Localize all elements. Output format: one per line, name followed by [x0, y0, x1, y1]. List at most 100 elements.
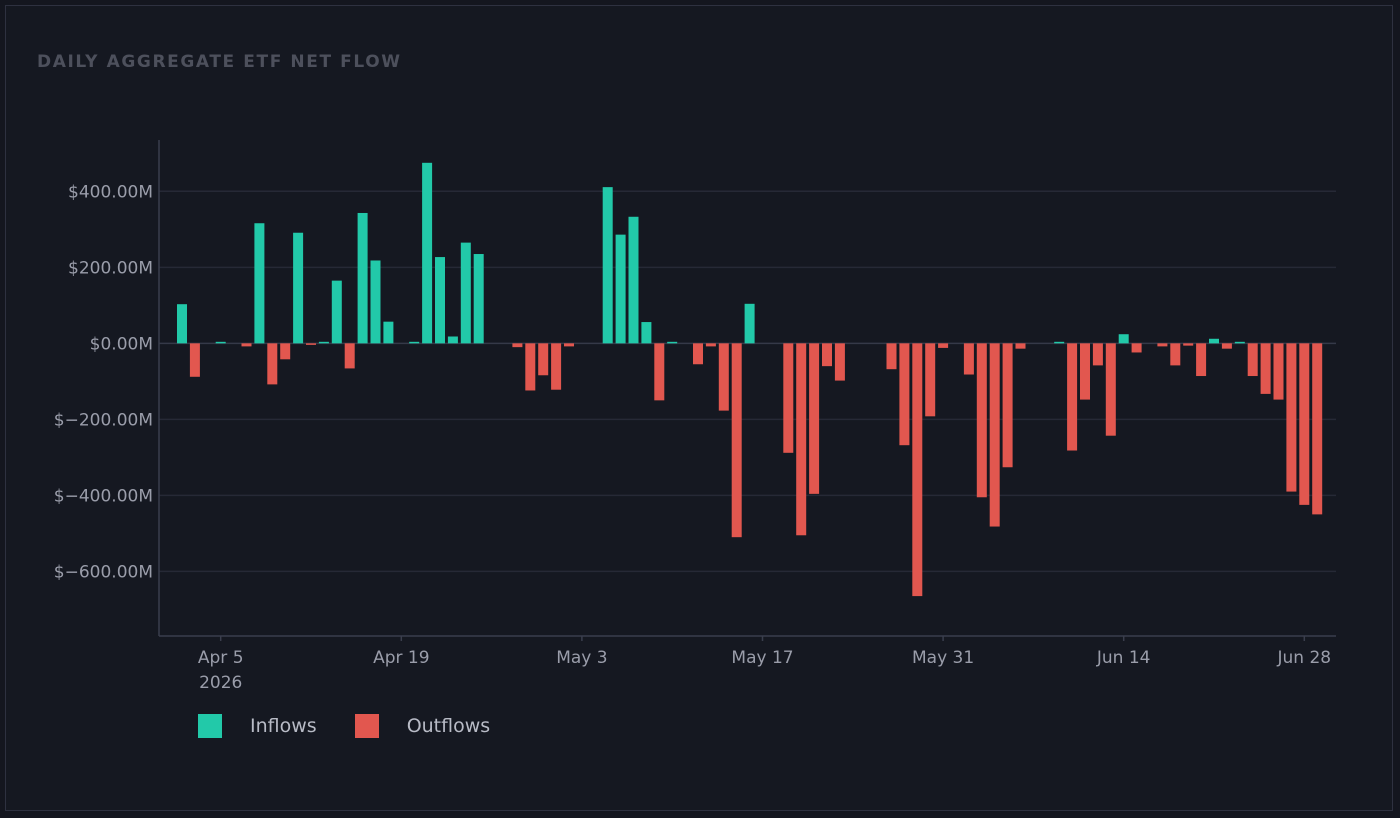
bars [177, 162, 1323, 597]
inflow-bar[interactable] [318, 341, 329, 344]
y-tick-label: $−200.00M [54, 410, 153, 430]
outflow-bar[interactable] [1170, 343, 1181, 366]
outflow-bar[interactable] [989, 343, 1000, 527]
outflow-bar[interactable] [783, 343, 794, 453]
inflow-bar[interactable] [1209, 338, 1219, 344]
outflow-bar[interactable] [1067, 343, 1078, 451]
y-tick-label: $400.00M [68, 182, 153, 202]
x-tick-label: Jun 14 [1096, 648, 1151, 668]
outflow-bar[interactable] [1196, 343, 1207, 377]
x-tick-label: May 17 [731, 648, 793, 668]
inflow-bar[interactable] [409, 341, 420, 344]
outflow-bar[interactable] [693, 343, 703, 365]
outflow-bar[interactable] [731, 343, 742, 538]
x-tick-year-label: 2026 [199, 673, 242, 693]
outflow-bar[interactable] [189, 343, 200, 377]
outflow-bar[interactable] [899, 343, 910, 446]
inflow-bar[interactable] [744, 303, 755, 344]
outflow-bar[interactable] [718, 343, 729, 411]
inflow-bar[interactable] [615, 234, 626, 344]
outflow-bar[interactable] [963, 343, 974, 375]
outflow-bar[interactable] [241, 343, 252, 347]
outflow-bar[interactable] [834, 343, 845, 381]
legend-label-outflows: Outflows [406, 715, 491, 737]
y-tick-label: $200.00M [68, 258, 153, 278]
inflow-bar[interactable] [667, 341, 678, 344]
chart-card: DAILY AGGREGATE ETF NET FLOW [5, 5, 1393, 811]
outflow-bar[interactable] [1247, 343, 1258, 377]
y-tick-label: $0.00M [90, 334, 153, 354]
outflow-bar[interactable] [1299, 343, 1310, 505]
y-tick-label: $−600.00M [54, 562, 153, 582]
outflow-bar[interactable] [344, 343, 355, 369]
outflow-bar[interactable] [1015, 343, 1026, 349]
inflow-bar[interactable] [422, 162, 433, 344]
tick-labels: $400.00M $200.00M $0.00M $−200.00M $−400.00M… [54, 182, 1331, 693]
outflow-bar[interactable] [705, 343, 716, 347]
grid-lines [159, 190, 1336, 573]
inflow-bar[interactable] [435, 257, 445, 344]
outflow-bar[interactable] [512, 343, 523, 348]
inflow-bar[interactable] [628, 216, 639, 344]
inflow-bar[interactable] [331, 280, 342, 344]
outflow-bar[interactable] [976, 343, 987, 498]
outflow-bar[interactable] [1105, 343, 1116, 436]
inflow-bar[interactable] [447, 336, 458, 344]
outflow-bar[interactable] [564, 343, 574, 347]
outflow-bar[interactable] [280, 343, 291, 360]
outflow-bar[interactable] [654, 343, 665, 401]
x-tick-label: Jun 28 [1276, 648, 1331, 668]
inflow-bar[interactable] [293, 232, 304, 344]
outflows-swatch [354, 714, 379, 738]
x-tick-label: May 31 [912, 648, 974, 668]
outflow-bar[interactable] [525, 343, 536, 391]
x-tick-label: Apr 19 [373, 648, 429, 668]
outflow-bar[interactable] [796, 343, 807, 536]
outflow-bar[interactable] [925, 343, 936, 417]
outflow-bar[interactable] [1260, 343, 1271, 394]
outflow-bar[interactable] [1131, 343, 1142, 353]
outflow-bar[interactable] [886, 343, 897, 370]
axes [158, 140, 1336, 641]
chart-title: DAILY AGGREGATE ETF NET FLOW [37, 52, 402, 72]
outflow-bar[interactable] [1080, 343, 1090, 400]
outflow-bar[interactable] [809, 343, 820, 494]
outflow-bar[interactable] [912, 343, 923, 597]
y-tick-label: $−400.00M [54, 486, 153, 506]
outflow-bar[interactable] [538, 343, 549, 376]
outflow-bar[interactable] [551, 343, 562, 390]
inflow-bar[interactable] [473, 254, 484, 344]
inflow-bar[interactable] [1234, 341, 1245, 344]
inflow-bar[interactable] [357, 212, 368, 344]
inflow-bar[interactable] [177, 304, 187, 344]
inflow-bar[interactable] [254, 223, 265, 344]
legend: Inflows Outflows [198, 714, 528, 738]
outflow-bar[interactable] [1286, 343, 1297, 492]
outflow-bar[interactable] [1273, 343, 1284, 400]
outflow-bar[interactable] [1221, 343, 1232, 349]
inflow-bar[interactable] [383, 321, 394, 344]
inflow-bar[interactable] [215, 341, 226, 344]
legend-item-outflows[interactable]: Outflows [354, 714, 491, 738]
outflow-bar[interactable] [306, 343, 316, 345]
legend-label-inflows: Inflows [250, 715, 317, 737]
inflow-bar[interactable] [460, 242, 471, 344]
inflow-bar[interactable] [602, 187, 613, 344]
inflows-swatch [198, 714, 222, 738]
inflow-bar[interactable] [641, 322, 652, 344]
outflow-bar[interactable] [1002, 343, 1013, 468]
x-tick-label: May 3 [556, 648, 607, 668]
outflow-bar[interactable] [1312, 343, 1323, 515]
inflow-bar[interactable] [370, 260, 381, 344]
outflow-bar[interactable] [938, 343, 949, 348]
x-tick-label: Apr 5 [198, 648, 244, 668]
outflow-bar[interactable] [822, 343, 832, 367]
outflow-bar[interactable] [267, 343, 278, 385]
outflow-bar[interactable] [1183, 343, 1194, 346]
outflow-bar[interactable] [1157, 343, 1168, 347]
legend-item-inflows[interactable]: Inflows [198, 714, 317, 738]
inflow-bar[interactable] [1118, 334, 1129, 344]
inflow-bar[interactable] [1054, 341, 1065, 344]
outflow-bar[interactable] [1092, 343, 1103, 366]
